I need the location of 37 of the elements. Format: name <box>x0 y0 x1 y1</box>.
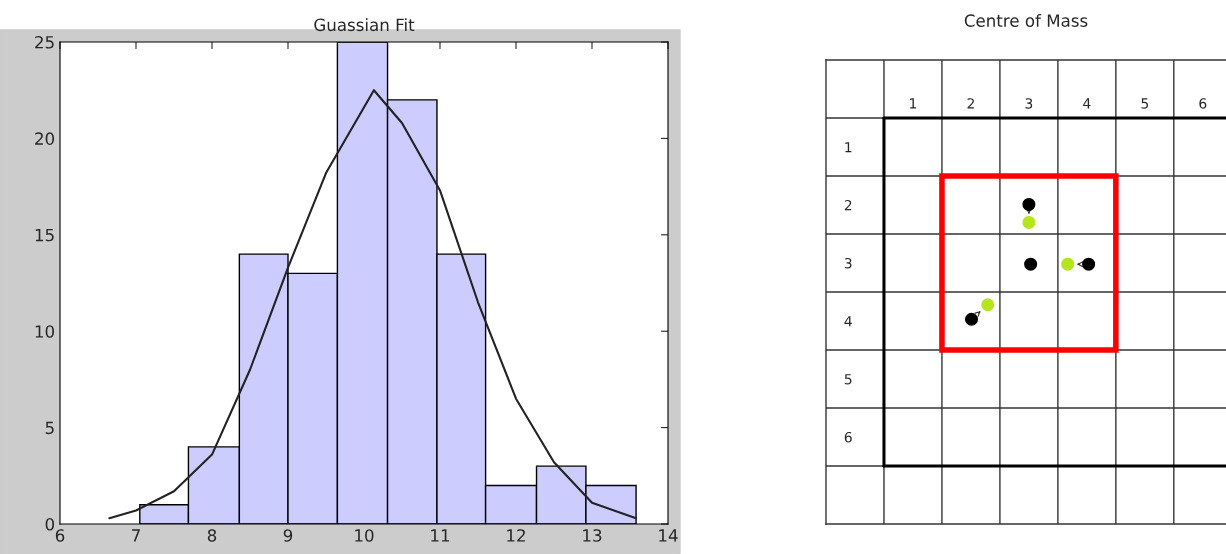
y-tick-label: 2 <box>844 199 852 211</box>
point <box>1024 257 1038 271</box>
chart-title: Guassian Fit <box>314 18 415 32</box>
x-tick-label: 4 <box>1083 98 1091 109</box>
y-tick-label: 0 <box>45 517 55 531</box>
x-tick-label: 2 <box>967 98 974 109</box>
x-tick-label: 6 <box>1199 98 1207 109</box>
x-tick-label: 1 <box>910 98 917 109</box>
point <box>965 312 979 326</box>
y-tick-label: 4 <box>844 316 852 327</box>
point <box>1061 257 1075 271</box>
x-tick-label: 6 <box>55 529 65 542</box>
y-tick-label: 25 <box>35 35 54 49</box>
y-tick-label: 5 <box>45 421 54 435</box>
x-tick-label: 3 <box>1025 98 1033 109</box>
x-tick-label: 7 <box>132 529 140 542</box>
y-tick-label: 15 <box>35 228 54 242</box>
x-tick-label: 14 <box>659 529 678 542</box>
point <box>1022 215 1036 229</box>
y-tick-label: 3 <box>844 257 852 269</box>
line-series <box>108 89 638 520</box>
point <box>1082 257 1096 271</box>
x-tick-label: 5 <box>1141 98 1149 109</box>
x-tick-label: 12 <box>507 529 525 542</box>
x-tick-label: 10 <box>355 529 374 542</box>
y-tick-label: 10 <box>35 325 55 338</box>
x-tick-label: 11 <box>431 529 450 542</box>
x-tick-label: 8 <box>207 529 217 542</box>
y-tick-label: 20 <box>35 132 55 145</box>
chart-title: Centre of Mass <box>964 14 1088 27</box>
x-tick-label: 13 <box>583 529 602 542</box>
x-tick-label: 9 <box>283 529 293 542</box>
point <box>1022 197 1036 211</box>
y-tick-label: 5 <box>844 374 852 385</box>
point <box>981 298 995 312</box>
y-tick-label: 1 <box>845 142 852 153</box>
y-tick-label: 6 <box>844 431 852 443</box>
